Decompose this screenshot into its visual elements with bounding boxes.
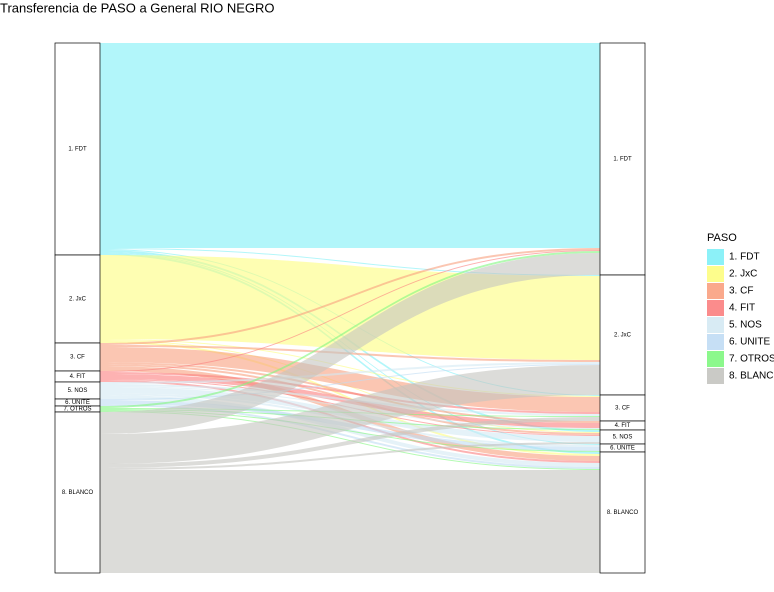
flow [100,442,600,470]
legend-key [707,266,724,282]
stratum [599,274,646,396]
stratum [54,411,101,574]
legend-key [707,334,724,350]
flow [100,362,600,384]
legend-key [707,283,724,299]
stratum-label: 1. FDT [613,157,632,163]
stratum [54,342,101,372]
stratum-label: 3. CF [615,406,630,412]
legend-title: PASO [707,232,737,244]
flow [100,339,600,397]
stratum [54,42,101,256]
stratum [54,254,101,344]
flow [100,410,600,452]
stratum-label: 1. FDT [68,147,87,153]
flow [100,250,600,372]
stratum-label: 8. BLANCO [607,510,639,516]
legend-label: 6. UNITE [729,337,770,348]
legend-label: 4. FIT [729,303,755,314]
legend-label: 2. JxC [729,269,757,280]
legend-label: 3. CF [729,286,753,297]
flow [100,248,600,276]
stratum-label: 2. JxC [614,333,632,339]
flow [100,404,600,469]
stratum [599,451,646,574]
legend-key [707,368,724,384]
stratum [599,42,646,276]
stratum-label: 5. NOS [613,435,633,441]
legend-key [707,300,724,316]
stratum-label: 5. NOS [68,388,88,394]
flow [100,248,600,345]
legend-label: 5. NOS [729,320,762,331]
flow [100,365,600,464]
stratum-label: 6. UNITE [65,400,90,406]
legend-label: 7. OTROS [729,354,774,365]
flow [100,253,600,434]
stratum-label: 3. CF [70,355,85,361]
legend-key [707,351,724,367]
chart-title: Transferencia de PASO a General RIO NEGR… [0,0,275,15]
flow [100,364,600,400]
stratum-label: 6. UNITE [610,446,635,452]
legend-key [707,249,724,265]
stratum-label: 8. BLANCO [62,490,94,496]
stratum [599,394,646,422]
legend-key [707,317,724,333]
legend-label: 8. BLANCO [729,371,774,382]
stratum-label: 2. JxC [69,297,87,303]
flow [100,417,600,468]
stratum-label: 7. OTROS [63,407,91,413]
flow [100,372,600,414]
stratum-label: 4. FIT [70,374,86,380]
flow [100,470,600,573]
flow [100,43,600,248]
legend-label: 1. FDT [729,252,760,263]
stratum-label: 4. FIT [615,423,631,429]
flow [100,251,600,408]
